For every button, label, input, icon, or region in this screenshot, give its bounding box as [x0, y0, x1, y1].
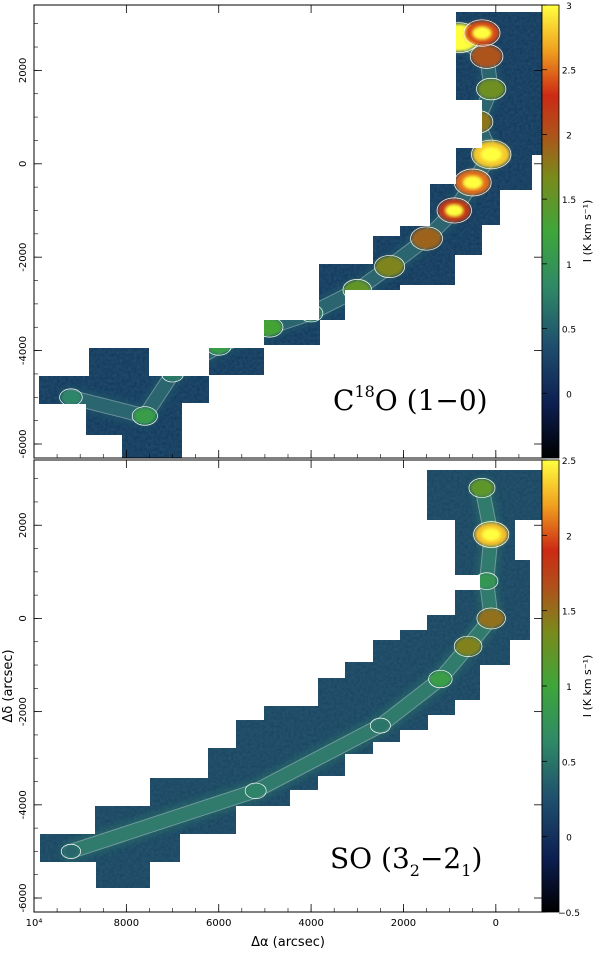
panel-label-top-main: C [333, 384, 354, 417]
colorbar-tick-label: 2.5 [562, 457, 576, 467]
emission-clump [343, 280, 371, 300]
intensity-contour [428, 669, 453, 689]
colorbar-tick-label: 2 [566, 532, 572, 542]
colorbar-tick-label: 1.5 [562, 608, 576, 618]
colorbar-tick-label: 2.5 [562, 67, 576, 77]
x-tick-label: 10⁴ [26, 918, 43, 929]
emission-clump [257, 318, 282, 337]
emission-clump [375, 256, 404, 277]
panel-label-top: C18O (1−0) [333, 382, 488, 417]
panel-top: 2000 0 -2000 -4000 -6000 C18O (1−0) 3 2.5 2 1.5… [18, 2, 594, 459]
intensity-contour [410, 226, 443, 251]
x-tick-label: 4000 [298, 918, 323, 929]
panel-label-bottom: SO (32−21) [330, 842, 482, 880]
emission-clump [476, 573, 497, 589]
colorbar-tick-label: 1 [566, 261, 572, 271]
y-tick-label: 0 [18, 161, 29, 167]
panel-label-bottom-mid: −2 [420, 842, 461, 875]
emission-clump [477, 608, 505, 628]
emission-clump [62, 845, 80, 858]
colorbar-tick-label: 0 [566, 390, 572, 400]
emission-clump [162, 366, 183, 382]
panel-label-top-rest: O (1−0) [375, 384, 488, 417]
intensity-contour [476, 607, 506, 630]
intensity-contour [471, 139, 512, 170]
axes-top: 2000 0 -2000 -4000 -6000 [18, 5, 543, 459]
intensity-contour [468, 478, 496, 498]
colorbar-tick-label: 3 [566, 2, 572, 12]
emission-clump [246, 784, 266, 798]
intensity-contour [60, 843, 81, 859]
intensity-contour [131, 406, 158, 426]
y-tick-label: 2000 [18, 58, 29, 83]
emission-peak [481, 528, 501, 542]
emission-clump [300, 305, 322, 321]
y-tick-label: -4000 [18, 336, 29, 365]
colorbar-top-label: I (K km s⁻¹) [581, 200, 594, 263]
emission-clump [207, 337, 231, 355]
y-axis-label: Δδ (arcsec) [1, 649, 16, 722]
emission-clump [455, 637, 481, 656]
emission-clump [477, 79, 505, 99]
panel-label-bottom-main: SO (3 [330, 842, 410, 875]
y-tick-label: -4000 [18, 790, 29, 819]
colorbar-tick-label: 0.5 [562, 758, 576, 768]
colorbar-top-ticks: 3 2.5 2 1.5 1 0.5 0 [542, 2, 576, 400]
intensity-contour [473, 521, 510, 548]
axes-bottom: 2000 0 -2000 -4000 -6000 10⁴ 8000 6000 4000 2000 0 [18, 460, 543, 929]
intensity-contour [369, 717, 391, 734]
intensity-contour [453, 635, 483, 657]
panel-label-bottom-end: ) [471, 842, 482, 875]
panel-label-bottom-sub2: 1 [461, 861, 471, 880]
emission-clump [133, 407, 157, 425]
emission-peak [480, 147, 502, 162]
emission-peak [472, 26, 492, 40]
emission-clump [60, 389, 82, 405]
emission-clump [469, 479, 495, 497]
colorbar-bottom-ticks: 2.5 2 1.5 1 0.5 0 −0.5 [542, 457, 580, 919]
emission-clump [411, 227, 442, 250]
colorbar-tick-label: 0 [566, 834, 572, 844]
panel-label-bottom-sub1: 2 [410, 861, 420, 880]
colorbar-bottom-label: I (K km s⁻¹) [581, 655, 594, 718]
panel-bottom: 2000 0 -2000 -4000 -6000 10⁴ 8000 6000 4000 2000 0… [1, 457, 594, 950]
emission-clump [462, 111, 492, 133]
intensity-contour [463, 19, 501, 47]
colorbar-top [541, 4, 560, 459]
x-tick-label: 0 [493, 918, 499, 929]
x-tick-label: 8000 [114, 918, 139, 929]
intensity-contour [244, 782, 267, 799]
emission-peak [462, 175, 483, 190]
emission-bottom [59, 477, 510, 863]
panel-label-top-sup: 18 [354, 382, 374, 401]
y-tick-label: 2000 [18, 513, 29, 538]
colorbar-tick-label: 2 [566, 131, 572, 141]
intensity-contour [476, 77, 507, 101]
emission-peak [444, 204, 464, 217]
colorbar-tick-label: 0.5 [562, 326, 576, 336]
y-tick-label: -6000 [18, 883, 29, 912]
emission-clump [429, 671, 452, 687]
x-axis-label: Δα (arcsec) [251, 935, 325, 950]
colorbar-tick-label: 1 [566, 683, 572, 693]
intensity-contour [436, 197, 472, 224]
y-tick-label: -2000 [18, 243, 29, 272]
y-tick-label: -6000 [18, 429, 29, 458]
intensity-contour [374, 255, 406, 278]
y-tick-label: 0 [18, 615, 29, 621]
x-tick-label: 6000 [206, 918, 231, 929]
colorbar-tick-label: −0.5 [558, 909, 580, 919]
emission-clump [371, 719, 390, 733]
y-tick-label: -2000 [18, 697, 29, 726]
x-tick-label: 2000 [391, 918, 416, 929]
colorbar-tick-label: 1.5 [562, 196, 576, 206]
emission-clump [471, 45, 502, 68]
